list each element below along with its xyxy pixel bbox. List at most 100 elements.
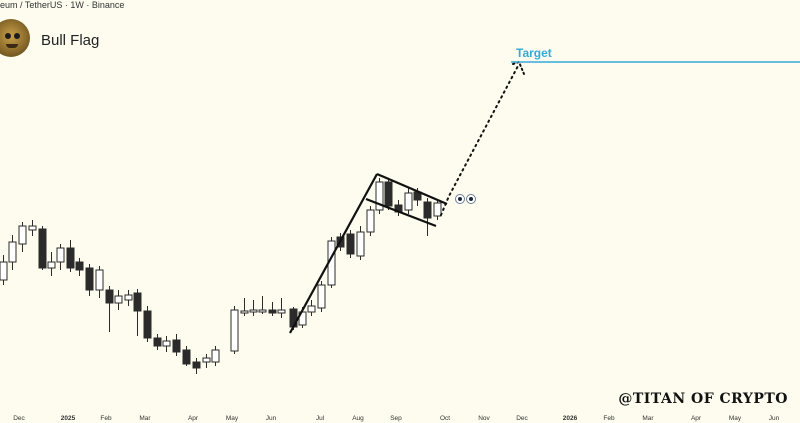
candle-body (384, 181, 393, 207)
candle (8, 235, 17, 270)
candle-body (75, 261, 84, 271)
watermark: @TITAN OF CRYPTO (618, 391, 788, 407)
candle (202, 354, 211, 368)
candle-body (356, 231, 365, 257)
candle-body (192, 361, 201, 369)
x-tick-label: Aug (352, 415, 364, 422)
candle-body (404, 192, 413, 211)
candle-body (240, 310, 249, 314)
candle-body (307, 305, 316, 313)
candle-body (433, 202, 442, 217)
candle (75, 258, 84, 276)
candle (162, 336, 171, 352)
candle (356, 226, 365, 260)
candle (375, 178, 384, 214)
candle (56, 244, 65, 270)
x-tick-label: Dec (13, 415, 25, 422)
x-tick-label: May (226, 415, 239, 422)
x-tick-label: Oct (440, 415, 450, 422)
chart-title: Bull Flag (41, 32, 100, 49)
candle-body (38, 228, 47, 269)
candle (384, 180, 393, 210)
flag-lower-line (365, 197, 437, 228)
candle-body (0, 261, 8, 281)
candle (85, 264, 94, 296)
candle-body (66, 247, 75, 269)
x-tick-label: Apr (691, 415, 702, 422)
candle (66, 240, 75, 272)
candle-body (153, 337, 162, 347)
symbol-header: eum / TetherUS · 1W · Binance (0, 0, 125, 10)
candle (153, 334, 162, 350)
candle (230, 306, 239, 354)
candle (307, 300, 316, 316)
candle-body (346, 233, 355, 255)
candle (28, 220, 37, 236)
x-tick-label: Apr (188, 415, 199, 422)
candle-body (18, 225, 27, 245)
x-tick-label: Feb (100, 415, 112, 422)
flagpole-line (289, 173, 378, 334)
candle (317, 281, 326, 312)
candle-body (8, 241, 17, 263)
candle-body (249, 309, 258, 313)
candle-body (375, 181, 384, 211)
candles-layer (0, 178, 442, 374)
candle-body (277, 309, 286, 314)
candle (346, 230, 355, 258)
x-tick-label: Jul (316, 415, 325, 422)
projection-dotted-path (440, 65, 519, 216)
candle-body (182, 349, 191, 365)
candle-body (56, 247, 65, 263)
candle (268, 302, 277, 316)
target-label: Target (516, 46, 552, 60)
x-tick-label: Mar (139, 415, 151, 422)
candle-body (28, 225, 37, 231)
candle (192, 358, 201, 374)
avatar-mouth (6, 44, 18, 48)
x-tick-label: Feb (603, 415, 615, 422)
candle (124, 290, 133, 306)
candle (114, 290, 123, 310)
candle-body (172, 339, 181, 353)
eyes-icon (455, 194, 477, 206)
candle (240, 298, 249, 316)
candle-body (317, 284, 326, 309)
time-axis: Dec 2025 Feb Mar Apr May Jun Jul Aug Sep Oct Nov Dec… (13, 415, 779, 422)
candle (143, 306, 152, 342)
candle (133, 289, 142, 336)
candle (211, 346, 220, 366)
candle (277, 298, 286, 318)
candle-body (133, 292, 142, 312)
candle-body (230, 309, 239, 352)
candle (0, 255, 8, 285)
candle (38, 226, 47, 270)
candle (423, 198, 432, 236)
candle (249, 300, 258, 316)
candle (258, 296, 267, 314)
candle (95, 266, 104, 298)
x-tick-label: Jun (769, 415, 780, 422)
candle-body (366, 209, 375, 233)
avatar-eye-left (5, 33, 11, 39)
candle (404, 188, 413, 214)
x-tick-label: Jun (266, 415, 277, 422)
candle-body (95, 269, 104, 291)
candle-body (162, 340, 171, 347)
avatar-eye-right (14, 33, 20, 39)
x-tick-label: May (729, 415, 742, 422)
flag-upper-line (376, 172, 448, 206)
candle (366, 206, 375, 236)
candle-body (202, 357, 211, 363)
candle-body (114, 295, 123, 304)
x-tick-label: Nov (478, 415, 490, 422)
x-tick-label: 2025 (61, 415, 76, 422)
candle (182, 346, 191, 366)
candle (433, 200, 442, 220)
candle-body (258, 309, 267, 313)
x-tick-label: Sep (390, 415, 402, 422)
x-tick-label: 2026 (563, 415, 578, 422)
candle-body (124, 294, 133, 301)
candle (172, 334, 181, 356)
